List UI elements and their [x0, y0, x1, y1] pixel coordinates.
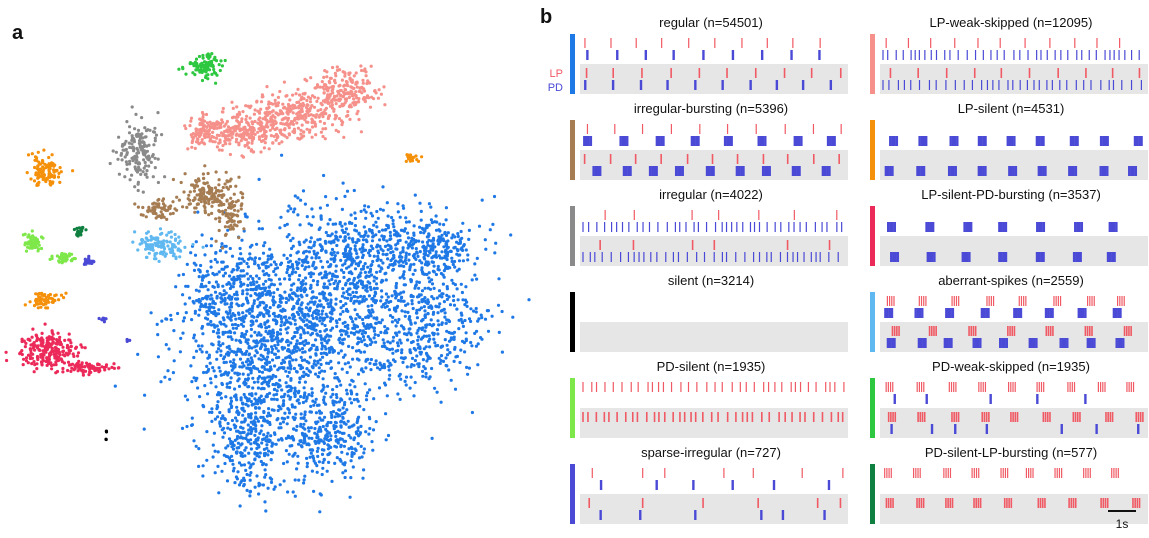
cluster-color-bar	[570, 292, 575, 352]
pd-spikes	[884, 166, 1138, 176]
raster-panel-5: PD-silent (n=1935)	[570, 359, 848, 438]
raster-panel-7: LP-weak-skipped (n=12095)	[870, 15, 1148, 94]
example-2-background	[580, 408, 848, 438]
cluster-color-bar	[870, 378, 875, 438]
example-2-background	[880, 236, 1148, 266]
tsne-cluster-PD-silent-LP-bursting	[72, 225, 88, 238]
example-2-background	[580, 64, 848, 94]
raster-panel-title: silent (n=3214)	[668, 273, 754, 288]
example-2-background	[880, 64, 1148, 94]
raster-panel-4: silent (n=3214)	[570, 273, 848, 352]
tsne-cluster-PD-silent	[21, 229, 77, 265]
lp-spikes	[886, 296, 1125, 306]
tsne-cluster-silent	[104, 429, 109, 442]
raster-panel-title: LP-silent-PD-bursting (n=3537)	[921, 187, 1101, 202]
tsne-embedding-plot	[4, 52, 531, 514]
lp-spikes	[582, 412, 844, 422]
raster-panel-title: PD-weak-skipped (n=1935)	[932, 359, 1090, 374]
raster-panel-title: PD-silent (n=1935)	[657, 359, 766, 374]
pd-spikes	[592, 166, 831, 176]
tsne-cluster-irregular	[108, 105, 167, 194]
tsne-cluster-PD-weak-skipped	[177, 52, 227, 85]
pd-spikes	[586, 50, 821, 60]
cluster-color-bar	[870, 34, 875, 94]
lp-spikes	[884, 468, 1119, 478]
pd-spikes	[882, 50, 1140, 60]
pd-spikes	[584, 80, 833, 90]
lp-spikes	[586, 124, 842, 134]
lp-spikes	[604, 210, 838, 220]
panel-a-label: a	[12, 22, 24, 44]
raster-panel-3: irregular (n=4022)	[570, 187, 848, 266]
raster-panel-9: LP-silent-PD-bursting (n=3537)	[870, 187, 1148, 266]
pd-spikes	[890, 424, 1140, 434]
cluster-color-bar	[870, 292, 875, 352]
pd-spikes	[583, 136, 836, 146]
raster-panel-8: LP-silent (n=4531)	[870, 101, 1148, 180]
tsne-cluster-LP-silent	[23, 148, 424, 310]
raster-panel-title: irregular (n=4022)	[659, 187, 763, 202]
raster-panel-2: irregular-bursting (n=5396)	[570, 101, 848, 180]
tsne-cluster-regular	[113, 153, 531, 514]
pd-spikes	[882, 80, 1143, 90]
legend-lp: LP	[550, 68, 563, 80]
raster-panel-6: sparse-irregular (n=727)	[570, 445, 848, 524]
raster-panel-1: regular (n=54501)	[570, 15, 848, 94]
lp-spikes	[583, 154, 840, 164]
scale-bar-label: 1s	[1116, 517, 1129, 531]
pd-spikes	[890, 252, 1116, 262]
pd-spikes	[886, 338, 1125, 348]
lp-spikes	[582, 382, 845, 392]
raster-panel-title: irregular-bursting (n=5396)	[634, 101, 788, 116]
raster-panel-title: LP-weak-skipped (n=12095)	[930, 15, 1093, 30]
raster-panel-title: regular (n=54501)	[659, 15, 763, 30]
legend-pd: PD	[548, 82, 563, 94]
lp-spikes	[599, 240, 831, 250]
cluster-color-bar	[570, 34, 575, 94]
tsne-cluster-sparse-irregular	[82, 254, 132, 343]
pd-spikes	[582, 252, 839, 262]
pd-spikes	[887, 222, 1118, 232]
raster-panel-title: PD-silent-LP-bursting (n=577)	[925, 445, 1097, 460]
raster-panel-11: PD-weak-skipped (n=1935)	[870, 359, 1148, 438]
cluster-color-bar	[870, 464, 875, 524]
tsne-cluster-aberrant-spikes	[131, 227, 205, 263]
lp-spikes	[585, 68, 842, 78]
cluster-color-bar	[570, 378, 575, 438]
raster-panel-12: PD-silent-LP-bursting (n=577)	[870, 445, 1148, 524]
lp-spikes	[891, 326, 1132, 336]
cluster-color-bar	[570, 206, 575, 266]
pd-spikes	[889, 136, 1143, 146]
pd-spikes	[884, 308, 1122, 318]
raster-panel-title: sparse-irregular (n=727)	[641, 445, 781, 460]
tsne-cluster-LP-silent-PD-bursting	[4, 322, 121, 377]
pd-spikes	[582, 222, 843, 232]
pd-spikes	[893, 394, 1087, 404]
lp-spikes	[887, 412, 1144, 422]
cluster-color-bar	[570, 120, 575, 180]
cluster-color-bar	[870, 120, 875, 180]
example-2-background	[580, 494, 848, 524]
lp-spikes	[584, 38, 821, 48]
lp-spikes	[885, 382, 1135, 392]
cluster-color-bar	[570, 464, 575, 524]
panel-b-label: b	[540, 6, 553, 28]
pd-spikes	[599, 480, 831, 490]
pd-spikes	[599, 510, 826, 520]
lp-spikes	[885, 38, 1121, 48]
raster-panel-title: LP-silent (n=4531)	[958, 101, 1065, 116]
lp-spikes	[591, 468, 844, 478]
tsne-cluster-LP-weak-skipped	[183, 64, 387, 159]
raster-panel-title: aberrant-spikes (n=2559)	[938, 273, 1084, 288]
tsne-cluster-irregular-bursting	[133, 164, 246, 250]
example-2-background	[580, 322, 848, 352]
raster-panel-10: aberrant-spikes (n=2559)	[870, 273, 1148, 352]
lp-spikes	[885, 498, 1141, 508]
lp-spikes	[889, 68, 1141, 78]
cluster-color-bar	[870, 206, 875, 266]
lp-spikes	[588, 498, 842, 508]
